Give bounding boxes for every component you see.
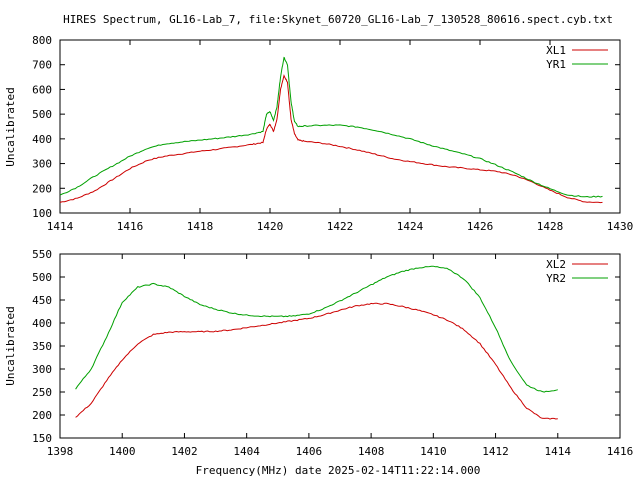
x-tick-label: 1426: [467, 220, 494, 233]
y-tick-label: 600: [32, 83, 52, 96]
series-top: [59, 56, 603, 204]
y-tick-label: 550: [32, 248, 52, 261]
series-bottom: [75, 265, 558, 420]
x-tick-label: 1416: [607, 445, 634, 458]
x-tick-label: 1406: [296, 445, 323, 458]
x-tick-label: 1402: [171, 445, 198, 458]
y-axis-label-bottom: Uncalibrated: [4, 306, 17, 385]
y-tick-label: 700: [32, 59, 52, 72]
legend-label-yr2: YR2: [546, 272, 566, 285]
y-tick-label: 400: [32, 133, 52, 146]
y-tick-label: 250: [32, 386, 52, 399]
x-tick-label: 1400: [109, 445, 136, 458]
plot-frame-bottom: [59, 253, 621, 439]
series-line-xl1: [59, 74, 603, 204]
y-tick-label: 350: [32, 340, 52, 353]
y-tick-label: 200: [32, 409, 52, 422]
y-tick-label: 450: [32, 294, 52, 307]
x-tick-label: 1416: [117, 220, 144, 233]
x-tick-label: 1404: [233, 445, 260, 458]
y-tick-label: 150: [32, 432, 52, 445]
y-tick-label: 500: [32, 108, 52, 121]
x-tick-label: 1428: [537, 220, 564, 233]
x-tick-label: 1418: [187, 220, 214, 233]
legend-label-xl1: XL1: [546, 44, 566, 57]
x-tick-label: 1410: [420, 445, 447, 458]
panel-top: Uncalibrated 1414 1416 1418 1420 1422 1424 142…: [4, 34, 633, 233]
plot-frame-top: [59, 39, 621, 214]
y-tick-label: 300: [32, 363, 52, 376]
y-tick-label: 200: [32, 182, 52, 195]
y-tick-label: 500: [32, 271, 52, 284]
legend-label-xl2: XL2: [546, 258, 566, 271]
x-tick-label: 1412: [482, 445, 509, 458]
page-title: HIRES Spectrum, GL16-Lab_7, file:Skynet_…: [63, 13, 613, 26]
y-tick-label: 400: [32, 317, 52, 330]
x-tick-label: 1414: [47, 220, 74, 233]
x-tick-label: 1408: [358, 445, 385, 458]
x-tick-label: 1420: [257, 220, 284, 233]
y-axis-label-top: Uncalibrated: [4, 87, 17, 166]
ticks-bottom: 1398 1400 1402 1404 1406 1408 1410 1412 1414 1416…: [32, 248, 633, 458]
series-line-yr2: [75, 265, 558, 393]
y-tick-label: 100: [32, 207, 52, 220]
series-line-yr1: [59, 56, 603, 198]
x-tick-label: 1414: [545, 445, 572, 458]
x-tick-label: 1422: [327, 220, 354, 233]
panel-bottom: Uncalibrated 1398 1400 1402 1404 1406 1408 141…: [4, 248, 633, 458]
x-tick-label: 1398: [47, 445, 74, 458]
y-tick-label: 300: [32, 158, 52, 171]
x-tick-label: 1424: [397, 220, 424, 233]
series-line-xl2: [75, 302, 558, 420]
ticks-top: 1414 1416 1418 1420 1422 1424 1426 1428 1430 100 2…: [32, 34, 633, 233]
y-tick-label: 800: [32, 34, 52, 47]
x-tick-label: 1430: [607, 220, 634, 233]
legend-label-yr1: YR1: [546, 58, 566, 71]
x-axis-label: Frequency(MHz) date 2025-02-14T11:22:14.…: [196, 464, 481, 477]
